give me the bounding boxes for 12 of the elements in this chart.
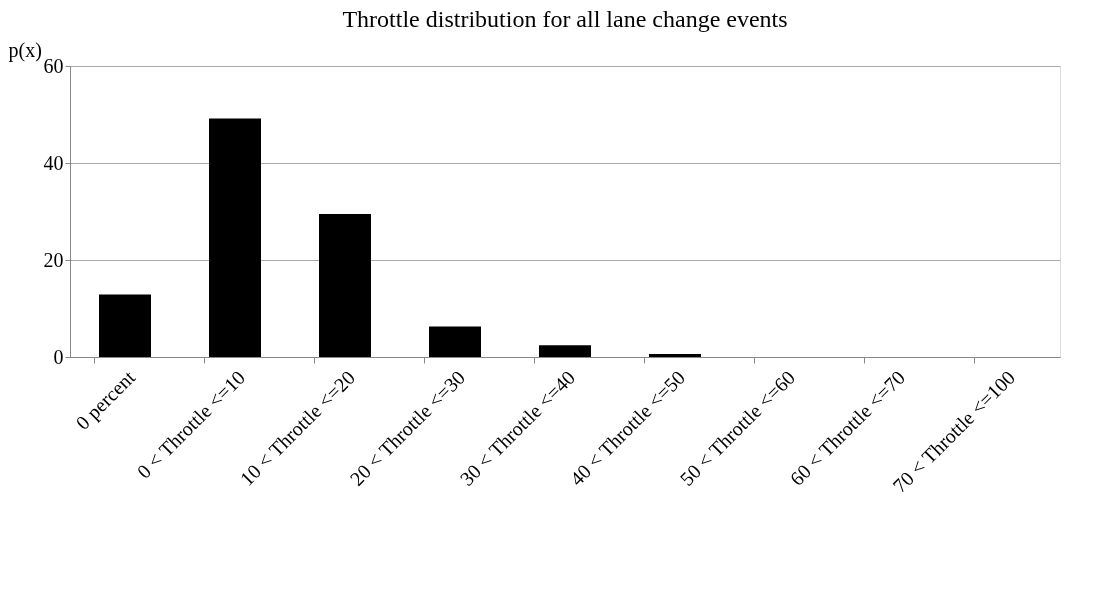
bar (429, 326, 481, 357)
bar (539, 345, 591, 357)
bar (99, 294, 151, 357)
y-axis-title: p(x) (8, 38, 42, 62)
chart-title: Throttle distribution for all lane change events (342, 6, 788, 32)
bar (319, 213, 371, 357)
y-tick-label: 40 (43, 151, 64, 174)
bar (649, 354, 701, 357)
bar (209, 118, 261, 357)
y-tick-label: 20 (43, 248, 64, 271)
y-tick-label: 0 (53, 345, 64, 368)
y-tick-label: 60 (43, 54, 64, 77)
